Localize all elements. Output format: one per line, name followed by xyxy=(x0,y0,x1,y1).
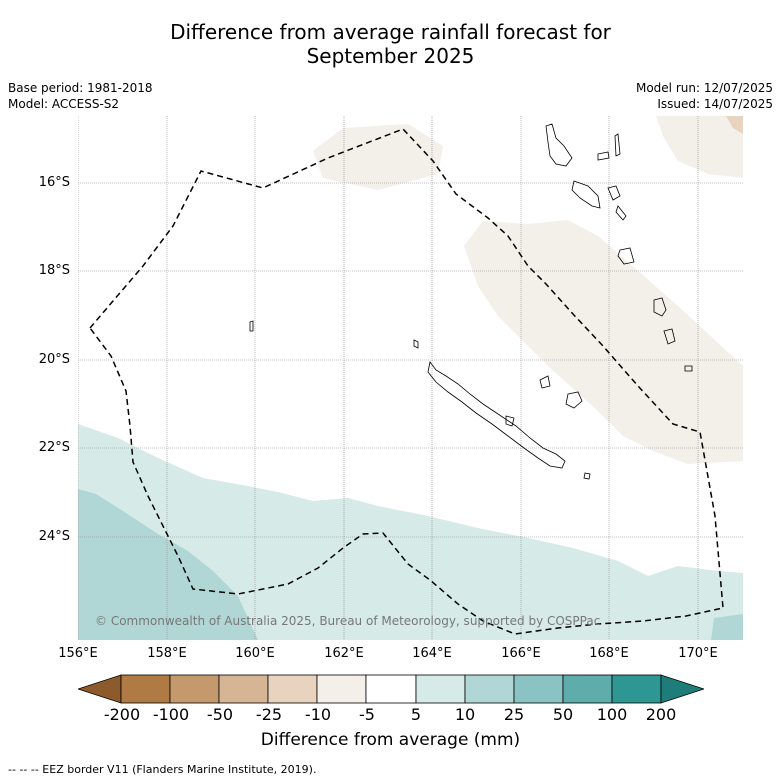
colorbar-tick-1: -100 xyxy=(152,705,190,724)
lon-label-158e: 158°E xyxy=(147,646,187,661)
lat-label-22s: 22°S xyxy=(38,440,70,455)
map-title: Difference from average rainfall forecas… xyxy=(0,20,781,68)
colorbar-segment-7 xyxy=(415,674,466,704)
lon-label-156e: 156°E xyxy=(58,646,98,661)
colorbar-segment-0 xyxy=(76,674,122,704)
lat-label-18s: 18°S xyxy=(38,263,70,278)
colorbar-segment-1 xyxy=(120,674,171,704)
eez-border xyxy=(89,128,724,635)
copyright-notice: © Commonwealth of Australia 2025, Bureau… xyxy=(95,614,601,628)
dry-region-corner xyxy=(726,116,743,134)
lon-label-160e: 160°E xyxy=(235,646,275,661)
colorbar xyxy=(76,674,706,704)
vanuatu-5 xyxy=(607,185,621,201)
vanuatu-4 xyxy=(571,180,601,209)
lat-label-20s: 20°S xyxy=(38,352,70,367)
colorbar-tick-4: -10 xyxy=(304,705,332,724)
colorbar-tick-5: -5 xyxy=(359,705,375,724)
colorbar-segment-8 xyxy=(464,674,515,704)
vanuatu-8 xyxy=(653,297,667,317)
lat-label-24s: 24°S xyxy=(38,529,70,544)
loyalty-islands-1 xyxy=(539,375,551,389)
colorbar-tick-6: 5 xyxy=(410,705,422,724)
meta-left: Base period: 1981-2018 Model: ACCESS-S2 xyxy=(8,80,153,112)
loyalty-islands-2 xyxy=(565,391,583,409)
new-caledonia-outline xyxy=(427,361,566,469)
wet-region-southeast xyxy=(711,614,743,640)
eez-footnote: -- -- -- EEZ border V11 (Flanders Marine… xyxy=(8,763,317,776)
lon-label-166e: 166°E xyxy=(501,646,541,661)
wet-region-south xyxy=(78,424,743,640)
vanuatu-3 xyxy=(614,133,621,157)
colorbar-segment-4 xyxy=(267,674,318,704)
lon-label-168e: 168°E xyxy=(589,646,629,661)
title-line-1: Difference from average rainfall forecas… xyxy=(170,20,611,44)
colorbar-tick-2: -50 xyxy=(206,705,234,724)
vanuatu-1 xyxy=(545,123,573,167)
vanuatu-7 xyxy=(617,247,635,265)
graticule xyxy=(78,116,743,640)
colorbar-segment-9 xyxy=(513,674,564,704)
lat-label-16s: 16°S xyxy=(38,175,70,190)
loyalty-islands-3 xyxy=(583,472,591,480)
colorbar-title: Difference from average (mm) xyxy=(260,730,521,750)
model-run-text: Model run: 12/07/2025 xyxy=(635,81,773,95)
loyalty-islands-4 xyxy=(413,339,419,349)
dry-region-northeast xyxy=(656,116,743,178)
dry-region-north xyxy=(313,124,443,190)
title-line-2: September 2025 xyxy=(306,44,475,68)
colorbar-tick-8: 25 xyxy=(503,705,525,724)
colorbar-tick-0: -200 xyxy=(103,705,141,724)
meta-right: Model run: 12/07/2025 Issued: 14/07/2025 xyxy=(636,80,773,112)
base-period-text: Base period: 1981-2018 xyxy=(8,81,153,95)
colorbar-svg xyxy=(76,674,706,704)
model-text: Model: ACCESS-S2 xyxy=(8,97,120,111)
vanuatu-9 xyxy=(663,328,676,345)
colorbar-tick-3: -25 xyxy=(255,705,283,724)
vanuatu-6 xyxy=(615,205,627,221)
colorbar-tick-10: 100 xyxy=(596,705,628,724)
colorbar-tick-7: 10 xyxy=(454,705,476,724)
map-panel: © Commonwealth of Australia 2025, Bureau… xyxy=(78,116,743,640)
issued-text: Issued: 14/07/2025 xyxy=(657,97,773,111)
lon-label-164e: 164°E xyxy=(412,646,452,661)
dry-region-east xyxy=(464,220,743,464)
loyalty-islands-5 xyxy=(505,415,515,427)
colorbar-segment-11 xyxy=(611,674,662,704)
coastlines xyxy=(249,123,693,480)
wet-region-southwest xyxy=(78,489,258,640)
colorbar-segment-2 xyxy=(169,674,220,704)
colorbar-segment-12 xyxy=(660,674,706,704)
colorbar-segment-5 xyxy=(316,674,367,704)
solomon-islet-1 xyxy=(249,320,254,332)
map-canvas xyxy=(78,116,743,640)
lon-label-170e: 170°E xyxy=(678,646,718,661)
lon-label-162e: 162°E xyxy=(324,646,364,661)
colorbar-segment-10 xyxy=(562,674,613,704)
colorbar-tick-11: 200 xyxy=(645,705,677,724)
colorbar-segment-6 xyxy=(365,674,417,704)
colorbar-tick-9: 50 xyxy=(552,705,574,724)
colorbar-segment-3 xyxy=(218,674,269,704)
vanuatu-10 xyxy=(684,365,693,372)
vanuatu-2 xyxy=(597,151,610,161)
